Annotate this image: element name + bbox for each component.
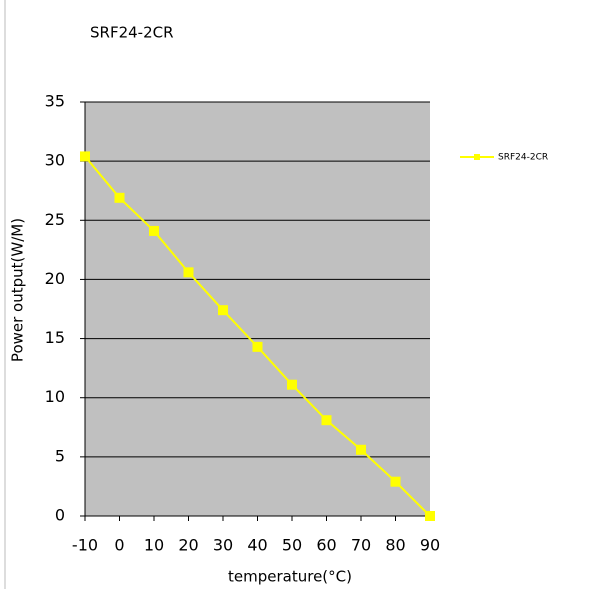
x-tick-label: 90	[420, 536, 440, 555]
data-point	[425, 511, 435, 521]
x-tick-label: 50	[282, 536, 302, 555]
y-axis-label: Power output(W/M)	[9, 218, 27, 362]
x-tick-label: 40	[247, 536, 267, 555]
y-tick-label: 15	[45, 328, 65, 347]
y-tick-label: 35	[45, 92, 65, 111]
data-point	[183, 267, 194, 278]
x-tick-label: 70	[351, 536, 371, 555]
legend-label: SRF24-2CR	[498, 153, 548, 163]
x-tick-label: 10	[144, 536, 164, 555]
data-point	[321, 415, 332, 426]
x-tick-label: -10	[72, 536, 98, 555]
data-point	[390, 476, 401, 487]
legend-marker	[474, 154, 480, 160]
x-tick-label: 20	[178, 536, 198, 555]
x-tick-label: 30	[213, 536, 233, 555]
y-tick-label: 10	[45, 387, 65, 406]
x-tick-label: 0	[114, 536, 124, 555]
data-point	[114, 192, 125, 203]
data-point	[80, 151, 90, 162]
data-point	[356, 444, 366, 455]
y-tick-label: 25	[45, 210, 65, 229]
x-axis-label: temperature(°C)	[228, 568, 352, 586]
x-tick-label: 60	[316, 536, 336, 555]
chart-title: SRF24-2CR	[90, 24, 174, 42]
y-tick-label: 5	[55, 446, 65, 465]
data-point	[287, 379, 297, 390]
x-tick-label: 80	[385, 536, 405, 555]
y-tick-label: 20	[45, 269, 65, 288]
data-point	[218, 305, 228, 316]
y-tick-label: 30	[45, 151, 65, 170]
data-point	[149, 225, 159, 236]
data-point	[252, 341, 263, 352]
y-tick-label: 0	[55, 506, 65, 525]
plot-area	[85, 102, 430, 516]
